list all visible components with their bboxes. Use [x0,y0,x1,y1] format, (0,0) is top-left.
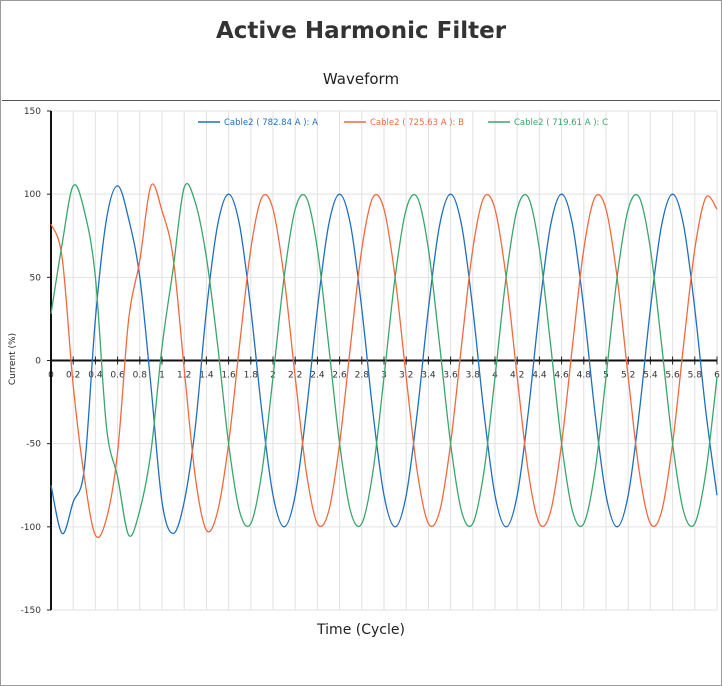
x-tick-label: 5.6 [665,371,680,381]
page-title: Active Harmonic Filter [215,18,507,44]
x-tick-label: 6 [714,371,720,381]
x-tick-label: 1 [159,371,165,381]
x-tick-label: 0.2 [66,371,80,381]
y-tick-label: 50 [30,273,42,283]
x-tick-label: 3.4 [421,371,436,381]
x-tick-label: 1.2 [177,371,191,381]
legend-item-a: Cable2 ( 782.84 A ): A [198,118,318,128]
x-tick-label: 1.8 [244,371,259,381]
series-line-a [50,185,718,535]
x-tick-label: 4.4 [532,371,547,381]
x-tick-label: 5.4 [643,371,658,381]
y-tick-label: 100 [24,190,41,200]
x-tick-label: 3.8 [466,371,481,381]
y-tick-label: -150 [21,606,42,616]
y-tick-label: 150 [24,107,41,117]
y-axis-label: Current (%) [8,332,18,386]
legend-item-b: Cable2 ( 725.63 A ): B [344,118,464,128]
x-tick-label: 1.4 [199,371,214,381]
chart-subtitle: Waveform [322,70,400,88]
legend-item-c: Cable2 ( 719.61 A ): C [488,118,608,128]
x-tick-label: 1.6 [221,371,236,381]
divider [2,100,720,101]
x-tick-label: 2.6 [332,371,347,381]
legend-label: Cable2 ( 725.63 A ): B [370,118,464,128]
x-axis-label: Time (Cycle) [317,622,405,638]
x-tick-label: 0.4 [88,371,103,381]
x-tick-label: 3.6 [443,371,458,381]
x-tick-label: 5.8 [688,371,703,381]
legend-label: Cable2 ( 782.84 A ): A [224,118,318,128]
x-tick-label: 4.6 [554,371,569,381]
series-line-c [50,182,718,537]
x-tick-label: 4.8 [577,371,592,381]
y-tick-label: -100 [21,523,42,533]
series-line-b [50,183,718,539]
y-tick-label: -50 [26,440,41,450]
x-tick-label: 0.8 [133,371,148,381]
y-tick-label: 0 [35,357,41,367]
x-tick-label: 0.6 [110,371,125,381]
x-tick-label: 2.4 [310,371,325,381]
legend-label: Cable2 ( 719.61 A ): C [514,118,608,128]
x-tick-label: 2.8 [355,371,370,381]
